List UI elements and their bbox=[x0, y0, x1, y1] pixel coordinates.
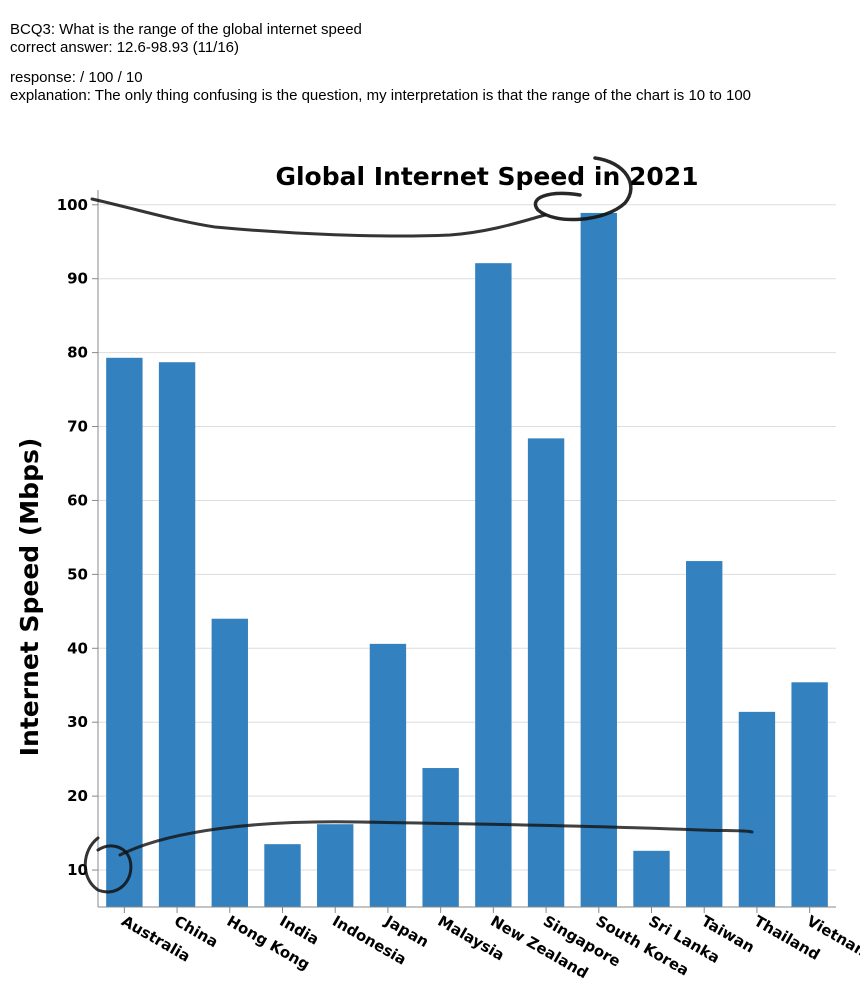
bar-sri-lanka bbox=[633, 850, 670, 907]
y-tick-label-70: 70 bbox=[67, 418, 88, 436]
bar-australia bbox=[106, 357, 143, 907]
bar-south-korea bbox=[580, 212, 617, 907]
grid-lines bbox=[98, 204, 836, 871]
y-tick-label-50: 50 bbox=[67, 565, 88, 583]
bar-hong-kong bbox=[211, 618, 248, 907]
y-tick-label-10: 10 bbox=[67, 861, 88, 879]
y-tick-label-30: 30 bbox=[67, 713, 88, 731]
bar-india bbox=[264, 844, 301, 907]
y-tick-label-80: 80 bbox=[67, 344, 88, 362]
bar-singapore bbox=[527, 438, 565, 907]
annotation-circle-top bbox=[533, 156, 633, 222]
bar-thailand bbox=[738, 711, 776, 907]
response-text: response: / 100 / 10 bbox=[10, 69, 143, 86]
bar-japan bbox=[369, 643, 407, 907]
annotation-circle-bottom bbox=[83, 836, 133, 894]
y-tick-label-40: 40 bbox=[67, 639, 88, 657]
chart-title: Global Internet Speed in 2021 bbox=[275, 162, 698, 191]
bars bbox=[106, 212, 828, 907]
bar-taiwan bbox=[686, 561, 723, 907]
y-tick-label-100: 100 bbox=[57, 196, 88, 214]
y-tick-label-60: 60 bbox=[67, 491, 88, 509]
question-block: BCQ3: What is the range of the global in… bbox=[10, 21, 362, 57]
explanation-text: explanation: The only thing confusing is… bbox=[10, 87, 752, 104]
bar-indonesia bbox=[317, 824, 354, 907]
bar-vietnam bbox=[791, 682, 828, 907]
question-text: BCQ3: What is the range of the global in… bbox=[10, 21, 362, 38]
bar-new-zealand bbox=[475, 263, 512, 907]
hand-drawn-annotations bbox=[83, 156, 754, 894]
bar-malaysia bbox=[422, 768, 459, 907]
annotation-stroke-bottom bbox=[118, 820, 754, 857]
bar-china bbox=[158, 362, 196, 907]
y-axis-title: Internet Speed (Mbps) bbox=[15, 438, 44, 757]
axes bbox=[92, 190, 836, 913]
response-block: response: / 100 / 10 explanation: The on… bbox=[10, 69, 780, 105]
y-tick-label-90: 90 bbox=[67, 270, 88, 288]
correct-answer-text: correct answer: 12.6-98.93 (11/16) bbox=[10, 39, 240, 56]
annotation-stroke-top bbox=[90, 197, 547, 238]
y-tick-label-20: 20 bbox=[67, 787, 88, 805]
